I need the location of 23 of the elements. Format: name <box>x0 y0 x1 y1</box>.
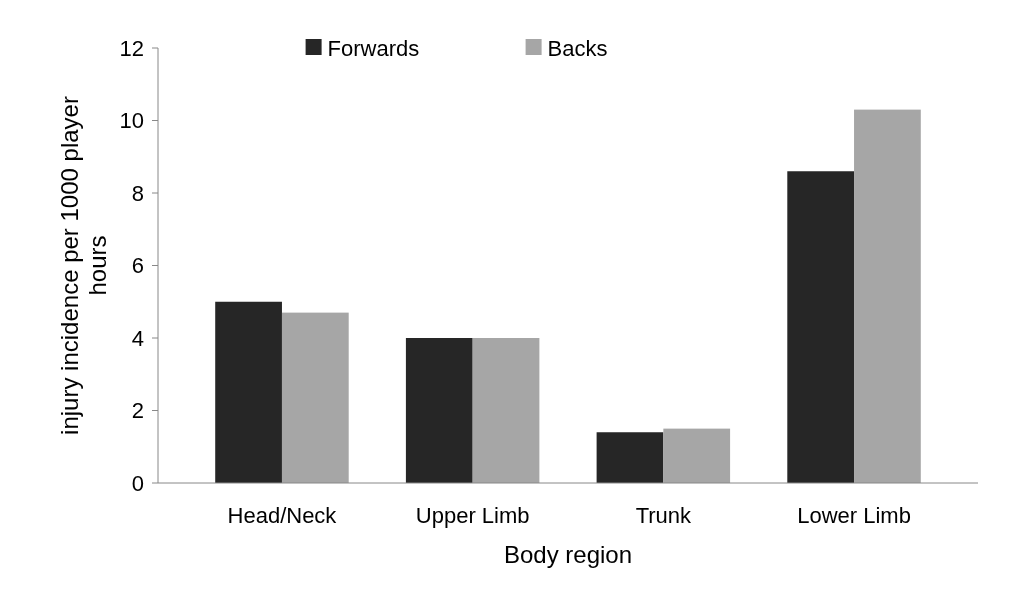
bar <box>405 338 473 483</box>
x-tick-label: Head/Neck <box>227 503 338 528</box>
x-tick-label: Lower Limb <box>797 503 911 528</box>
bar <box>281 312 349 483</box>
x-tick-label: Upper Limb <box>415 503 530 528</box>
bar <box>787 171 855 483</box>
y-axis-title: injury incidence per 1000 player hours <box>56 96 111 435</box>
bar <box>215 301 282 483</box>
y-tick-label: 10 <box>119 108 144 134</box>
bar <box>663 428 731 483</box>
x-tick-label: Trunk <box>635 503 693 528</box>
y-tick-label: 2 <box>131 398 144 424</box>
x-axis-title: Body region <box>503 541 633 568</box>
y-tick-label: 6 <box>131 253 144 279</box>
bar <box>472 338 540 483</box>
bar <box>854 109 921 483</box>
y-tick-label: 4 <box>131 325 144 351</box>
legend-label: Backs <box>547 35 608 61</box>
legend-label: Forwards <box>327 35 420 61</box>
y-tick-label: 0 <box>131 470 144 496</box>
y-tick-label: 12 <box>119 35 144 61</box>
bar <box>596 432 664 483</box>
y-tick-label: 8 <box>131 180 144 206</box>
